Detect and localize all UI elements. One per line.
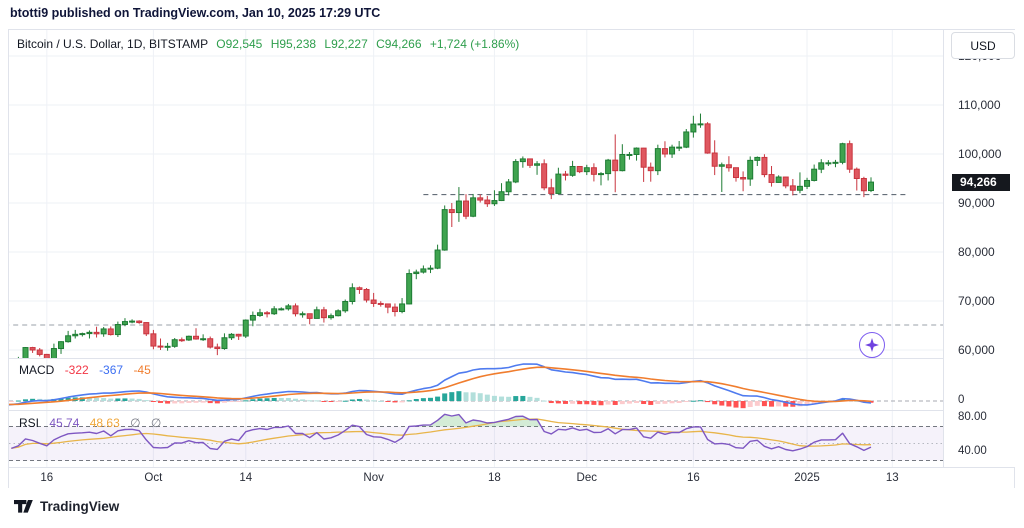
sparkle-star-glyph xyxy=(865,338,879,352)
macd-legend-title: MACD xyxy=(19,363,55,377)
rsi-pane xyxy=(9,413,943,461)
last-price-badge: 94,266 xyxy=(952,173,1010,191)
tradingview-attribution[interactable]: TradingView xyxy=(14,499,119,514)
rsi-empty-band-value: ∅ xyxy=(130,416,141,430)
price-tick-label: 60,000 xyxy=(958,343,995,357)
rsi-legend-title: RSI xyxy=(19,416,40,430)
macd-line-value: -367 xyxy=(99,363,124,377)
price-tick-label: 80,000 xyxy=(958,245,995,259)
time-tick-label: Oct xyxy=(144,472,163,484)
time-tick-label: 14 xyxy=(239,472,253,484)
macd-zero-label: 0 xyxy=(958,394,965,406)
ohlc-change: +1,724 (+1.86%) xyxy=(429,37,520,51)
sparkle-icon[interactable] xyxy=(859,332,885,358)
time-tick-label: 16 xyxy=(686,472,700,484)
rsi-ma-value: 48.63 xyxy=(89,416,120,430)
rsi-ma-line xyxy=(11,418,872,450)
price-axis[interactable]: USD 120,000110,000100,00090,00080,00070,… xyxy=(943,30,1015,467)
tradingview-logo-text: TradingView xyxy=(40,499,120,514)
price-tick-label: 110,000 xyxy=(958,98,1001,112)
ohlc-open: O92,545 xyxy=(216,37,263,51)
price-tick-label: 100,000 xyxy=(958,147,1002,161)
macd-histogram-value: -322 xyxy=(64,363,89,377)
ohlc-close: C94,266 xyxy=(376,37,422,51)
rsi-line xyxy=(11,413,872,452)
time-axis[interactable]: 16 Oct 14 Nov 18 Dec 16 2025 13 xyxy=(9,467,1014,488)
chart-card: Bitcoin / U.S. Dollar, 1D, BITSTAMP O92,… xyxy=(8,29,1015,488)
time-tick-label: 16 xyxy=(40,472,54,484)
time-tick-label: Dec xyxy=(576,472,597,484)
symbol-title: Bitcoin / U.S. Dollar, 1D, BITSTAMP xyxy=(17,37,208,51)
tradingview-logo-icon xyxy=(14,500,33,513)
currency-usd-button[interactable]: USD xyxy=(951,32,1015,59)
macd-signal-line xyxy=(9,366,872,406)
candles xyxy=(17,113,874,358)
ohlc-low: L92,227 xyxy=(324,37,368,51)
ohlc-high: H95,238 xyxy=(270,37,317,51)
time-tick-label: 2025 xyxy=(794,472,820,484)
rsi-upper-label: 80.00 xyxy=(958,411,987,423)
rsi-value: 45.74 xyxy=(49,416,80,430)
price-tick-label: 90,000 xyxy=(958,196,995,210)
rsi-legend: RSI 45.74 48.63 ∅ ∅ xyxy=(19,416,168,430)
chart-canvas[interactable] xyxy=(9,30,943,467)
time-tick-label: 13 xyxy=(885,472,899,484)
time-tick-label: 18 xyxy=(488,472,501,484)
rsi-lower-label: 40.00 xyxy=(958,445,987,457)
pane-separator-macd[interactable] xyxy=(9,358,1014,359)
rsi-empty-band-value: ∅ xyxy=(150,416,162,430)
macd-signal-value: -45 xyxy=(133,363,151,377)
symbol-legend: Bitcoin / U.S. Dollar, 1D, BITSTAMP O92,… xyxy=(17,37,519,51)
macd-legend: MACD -322 -367 -45 xyxy=(19,363,158,377)
publish-info: btotti9 published on TradingView.com, Ja… xyxy=(10,6,381,20)
price-tick-label: 70,000 xyxy=(958,294,995,308)
price-pane xyxy=(9,113,943,358)
macd-pane xyxy=(9,363,943,409)
time-tick-label: Nov xyxy=(363,472,384,484)
pane-separator-rsi[interactable] xyxy=(9,410,1014,411)
